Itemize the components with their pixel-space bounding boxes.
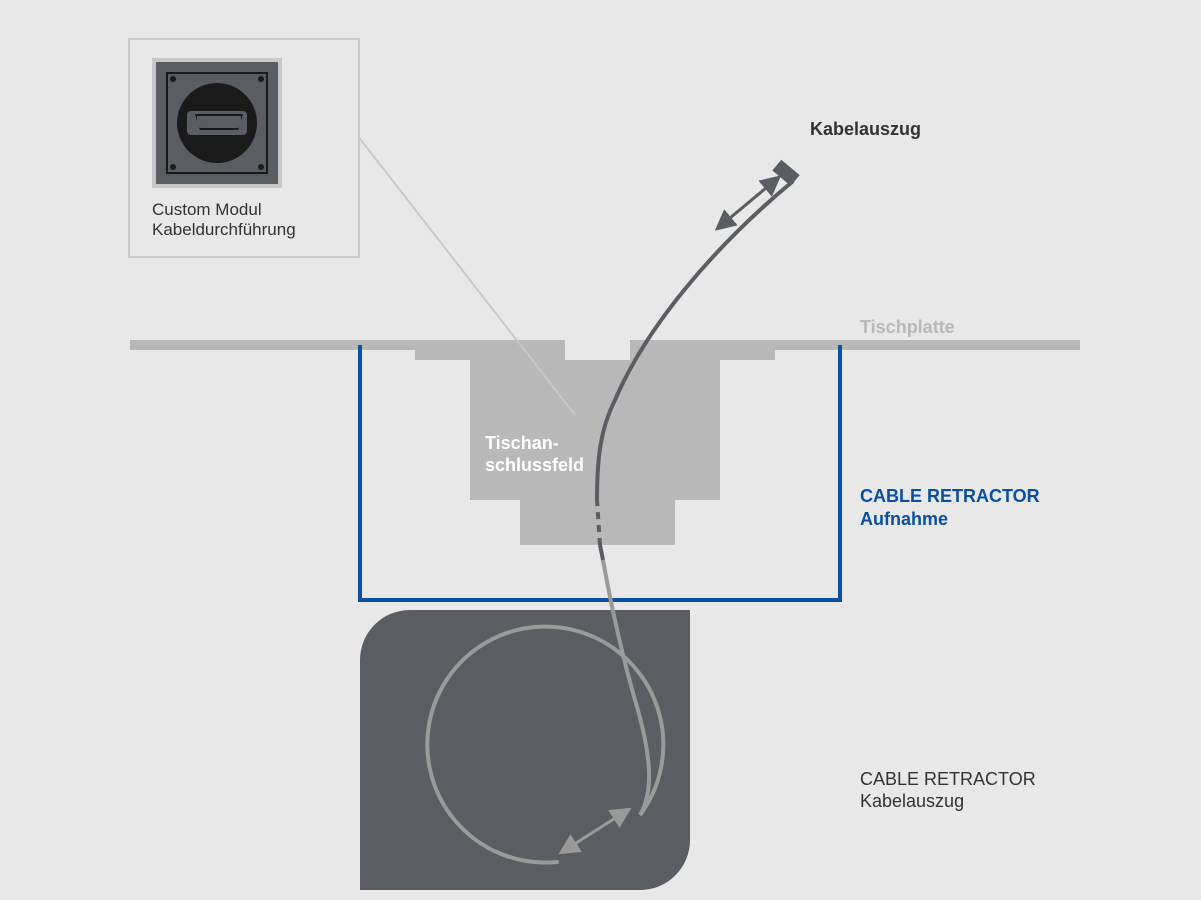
label-tischanschlussfeld-2: schlussfeld: [485, 454, 584, 477]
label-kabelauszug-top: Kabelauszug: [810, 118, 921, 141]
table-left: [130, 340, 415, 350]
label-retractor-1: CABLE RETRACTOR: [860, 768, 1036, 791]
cable-plug: [772, 160, 799, 186]
retractor-box: [360, 610, 690, 890]
label-tischanschlussfeld-1: Tischan-: [485, 432, 559, 455]
label-aufnahme-1: CABLE RETRACTOR: [860, 485, 1040, 508]
table-panel: [415, 340, 775, 545]
callout-label-2: Kabeldurchführung: [152, 220, 336, 240]
module-icon: [152, 58, 282, 188]
cable-gap: [600, 545, 603, 560]
callout-box: Custom Modul Kabeldurchführung: [128, 38, 360, 258]
label-retractor-2: Kabelauszug: [860, 790, 964, 813]
table-right: [775, 340, 1080, 350]
label-tischplatte: Tischplatte: [860, 316, 955, 339]
callout-label-1: Custom Modul: [152, 200, 336, 220]
label-aufnahme-2: Aufnahme: [860, 508, 948, 531]
